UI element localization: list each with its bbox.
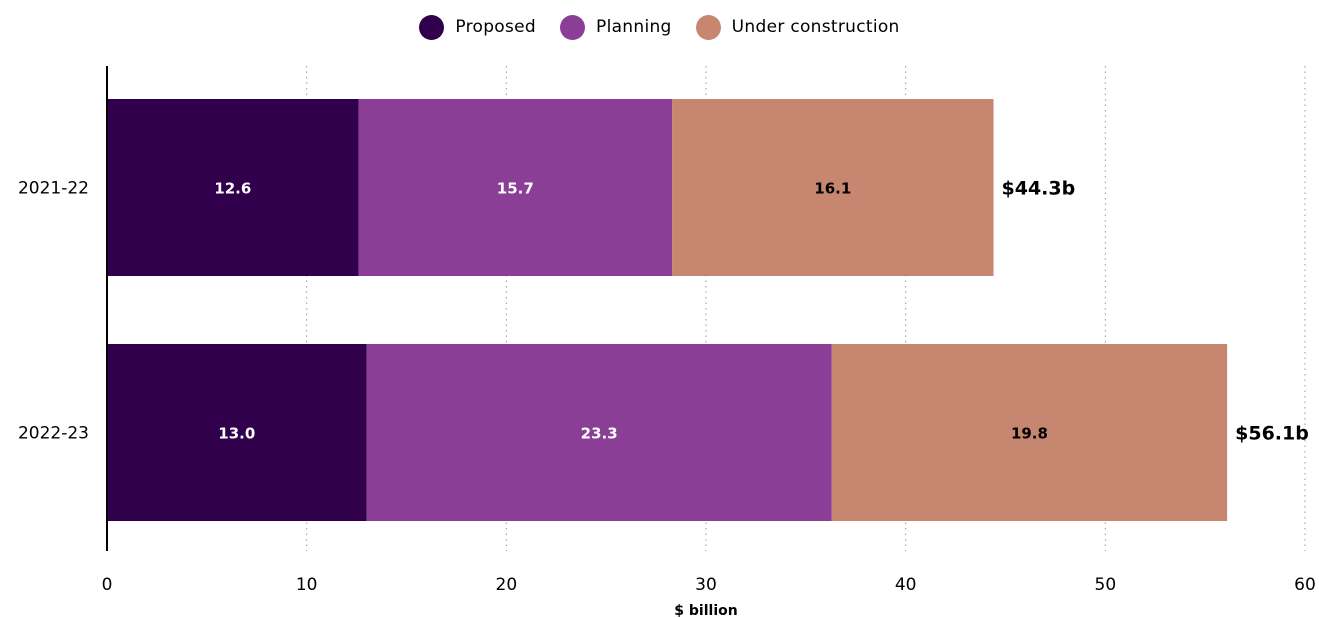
bar-value-label: 15.7 [497, 180, 534, 198]
x-tick-label: 60 [1294, 575, 1316, 595]
bar-value-label: 12.6 [214, 180, 251, 198]
bar-total-label: $44.3b [1002, 178, 1076, 200]
legend-label-under-construction: Under construction [731, 17, 900, 37]
chart-legend: Proposed Planning Under construction [0, 12, 1319, 42]
bar-segment-under-construction [831, 344, 1228, 521]
bar-segment-proposed [107, 344, 367, 521]
grid-lines [306, 66, 1306, 551]
bars-group [107, 99, 1228, 521]
y-axis-categories: 2021-22 2022-23 [18, 179, 89, 444]
x-tick-label: 30 [695, 575, 717, 595]
bar-segment-planning [358, 99, 673, 276]
bar-value-label: 19.8 [1011, 425, 1048, 443]
x-axis-ticks: 0 10 20 30 40 50 60 [102, 575, 1316, 595]
bar-total-label: $56.1b [1235, 423, 1309, 445]
legend-swatch-proposed [419, 14, 445, 40]
x-tick-label: 20 [496, 575, 518, 595]
x-tick-label: 40 [895, 575, 917, 595]
x-tick-label: 50 [1095, 575, 1117, 595]
bar-segment-under-construction [672, 99, 994, 276]
labels-group: 12.6 15.7 16.1 $44.3b 13.0 23.3 19.8 $56.1b [214, 178, 1309, 445]
y-category-label: 2022-23 [18, 424, 89, 444]
y-category-label: 2021-22 [18, 179, 89, 199]
legend-item-proposed: Proposed [419, 14, 537, 40]
bar-segment-planning [366, 344, 832, 521]
bar-value-label: 16.1 [814, 180, 851, 198]
x-tick-label: 10 [296, 575, 318, 595]
x-tick-label: 0 [102, 575, 113, 595]
legend-item-under-construction: Under construction [695, 14, 900, 40]
legend-label-proposed: Proposed [455, 17, 537, 37]
legend-label-planning: Planning [596, 17, 672, 37]
bar-value-label: 23.3 [581, 425, 618, 443]
legend-swatch-under-construction [695, 14, 721, 40]
x-axis-label: $ billion [674, 603, 737, 618]
legend-swatch-planning [560, 14, 586, 40]
bar-value-label: 13.0 [218, 425, 255, 443]
bar-segment-proposed [107, 99, 359, 276]
legend-item-planning: Planning [560, 14, 672, 40]
